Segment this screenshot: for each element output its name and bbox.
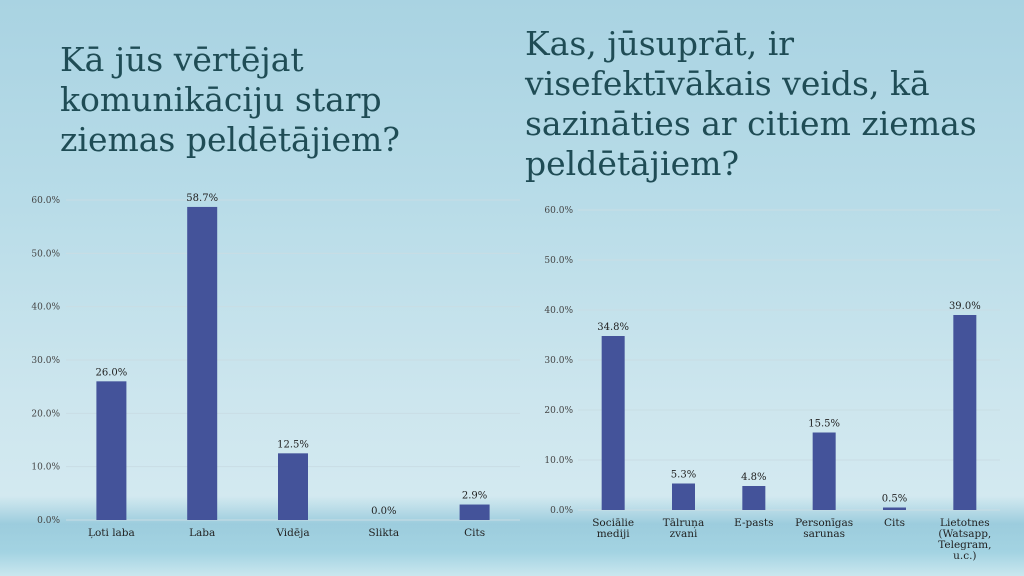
right-category-label: (Watsapp, xyxy=(938,528,991,540)
right-y-tick-label: 10.0% xyxy=(544,456,573,466)
right-category-label: mediji xyxy=(597,528,631,540)
right-data-label: 4.8% xyxy=(741,472,766,483)
right-bar xyxy=(883,507,906,510)
right-bar xyxy=(672,483,695,510)
left-data-label: 12.5% xyxy=(277,439,309,450)
left-y-tick-label: 40.0% xyxy=(31,303,60,313)
right-chart-title: Kas, jūsuprāt, ir visefektīvākais veids,… xyxy=(525,24,977,183)
left-category-label: Laba xyxy=(189,527,215,539)
right-y-tick-label: 0.0% xyxy=(550,506,573,516)
right-bar xyxy=(742,486,766,510)
right-bar xyxy=(953,315,977,510)
right-category-label: sarunas xyxy=(803,528,845,540)
left-y-tick-label: 30.0% xyxy=(31,356,60,366)
left-category-label: Slikta xyxy=(368,527,399,539)
right-data-label: 0.5% xyxy=(882,494,907,505)
left-data-label: 26.0% xyxy=(96,367,128,378)
left-y-tick-label: 10.0% xyxy=(31,463,60,473)
left-y-tick-label: 0.0% xyxy=(37,516,60,526)
left-category-label: Cits xyxy=(464,527,485,539)
right-category-label: Tālruņa xyxy=(663,517,704,529)
left-chart-title: Kā jūs vērtējat komunikāciju starp ziema… xyxy=(60,40,400,159)
left-y-tick-label: 60.0% xyxy=(31,196,60,206)
left-y-tick-label: 50.0% xyxy=(31,249,60,259)
right-data-label: 5.3% xyxy=(671,470,696,481)
left-category-label: Vidēja xyxy=(275,527,309,539)
right-category-label: u.c.) xyxy=(953,550,976,562)
right-category-label: Lietotnes xyxy=(940,517,990,529)
left-bar xyxy=(459,504,490,520)
right-category-label: Telegram, xyxy=(938,539,991,551)
right-bar xyxy=(601,336,625,510)
right-category-label: Cits xyxy=(884,517,905,529)
left-bar xyxy=(278,453,308,520)
right-y-tick-label: 60.0% xyxy=(544,206,573,216)
right-data-label: 15.5% xyxy=(808,419,840,430)
right-bar xyxy=(812,432,836,510)
left-data-label: 58.7% xyxy=(186,193,218,204)
right-data-label: 39.0% xyxy=(949,301,981,312)
left-data-label: 0.0% xyxy=(371,506,396,517)
left-bar xyxy=(187,206,218,520)
left-category-label: Ļoti laba xyxy=(88,527,135,539)
right-category-label: Personīgas xyxy=(795,517,853,529)
right-y-tick-label: 40.0% xyxy=(544,306,573,316)
right-y-tick-label: 50.0% xyxy=(544,256,573,266)
sea-background xyxy=(0,496,1024,576)
right-category-label: zvani xyxy=(670,528,698,540)
right-data-label: 34.8% xyxy=(597,322,629,333)
right-category-label: E-pasts xyxy=(734,517,773,529)
right-y-tick-label: 30.0% xyxy=(544,356,573,366)
left-y-tick-label: 20.0% xyxy=(31,409,60,419)
left-data-label: 2.9% xyxy=(462,491,487,502)
right-y-tick-label: 20.0% xyxy=(544,406,573,416)
right-category-label: Sociālie xyxy=(592,517,634,529)
left-bar xyxy=(96,381,127,520)
